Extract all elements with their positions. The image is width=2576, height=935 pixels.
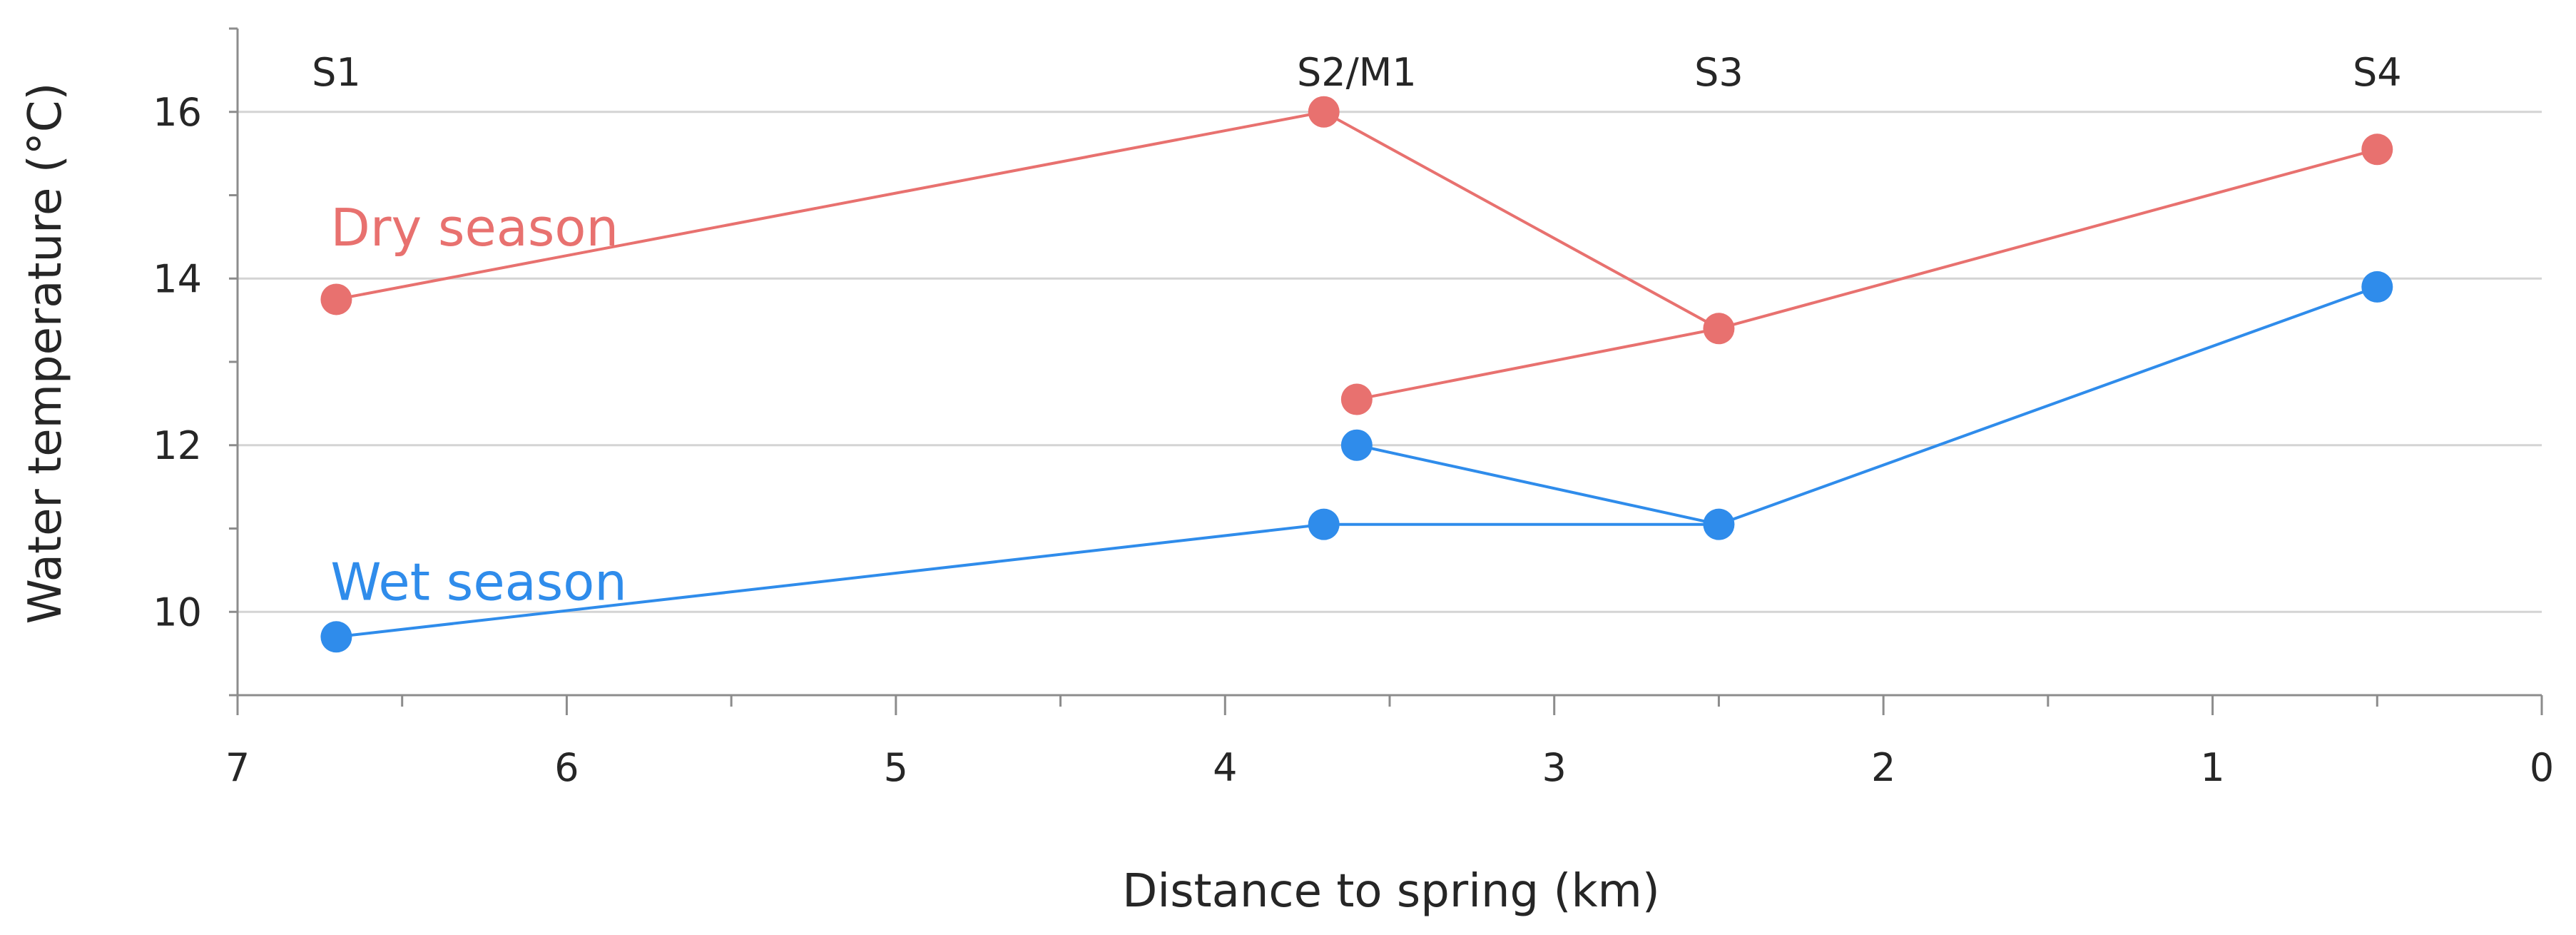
x-tick-label: 1 bbox=[2200, 745, 2224, 790]
x-tick-label: 4 bbox=[1213, 745, 1237, 790]
series bbox=[320, 96, 2393, 653]
data-point bbox=[1703, 508, 1735, 540]
y-tick-label: 10 bbox=[153, 590, 202, 635]
data-point bbox=[1308, 96, 1340, 128]
data-point bbox=[320, 283, 352, 315]
y-axis-title: Water temperature (°C) bbox=[19, 83, 72, 625]
axes bbox=[229, 27, 2543, 715]
data-point bbox=[2361, 133, 2393, 166]
data-point bbox=[1703, 313, 1735, 345]
y-tick-label: 16 bbox=[153, 90, 202, 135]
series-dry-season bbox=[320, 96, 2393, 415]
data-point bbox=[1340, 429, 1373, 461]
y-tick-label: 12 bbox=[153, 423, 202, 468]
gridlines bbox=[238, 111, 2542, 613]
series-label: Wet season bbox=[330, 552, 627, 612]
x-axis-title: Distance to spring (km) bbox=[1122, 865, 1660, 918]
series-label: Dry season bbox=[330, 198, 618, 258]
data-point bbox=[1308, 508, 1340, 540]
site-label: S4 bbox=[2353, 50, 2402, 95]
site-label: S2/M1 bbox=[1297, 50, 1417, 95]
x-tick-label: 0 bbox=[2530, 745, 2554, 790]
x-tick-label: 3 bbox=[1542, 745, 1567, 790]
site-label: S3 bbox=[1694, 50, 1743, 95]
site-label: S1 bbox=[312, 50, 361, 95]
labels: Distance to spring (km) Water temperatur… bbox=[19, 50, 2554, 918]
x-tick-label: 7 bbox=[225, 745, 250, 790]
series-wet-season bbox=[320, 271, 2393, 653]
y-tick-label: 14 bbox=[153, 256, 202, 301]
data-point bbox=[320, 621, 352, 653]
x-tick-label: 2 bbox=[1871, 745, 1895, 790]
x-tick-label: 5 bbox=[884, 745, 908, 790]
data-point bbox=[2361, 271, 2393, 303]
x-tick-label: 6 bbox=[554, 745, 579, 790]
data-point bbox=[1340, 383, 1373, 415]
series-line bbox=[1356, 148, 2378, 401]
series-line bbox=[1356, 285, 2378, 526]
